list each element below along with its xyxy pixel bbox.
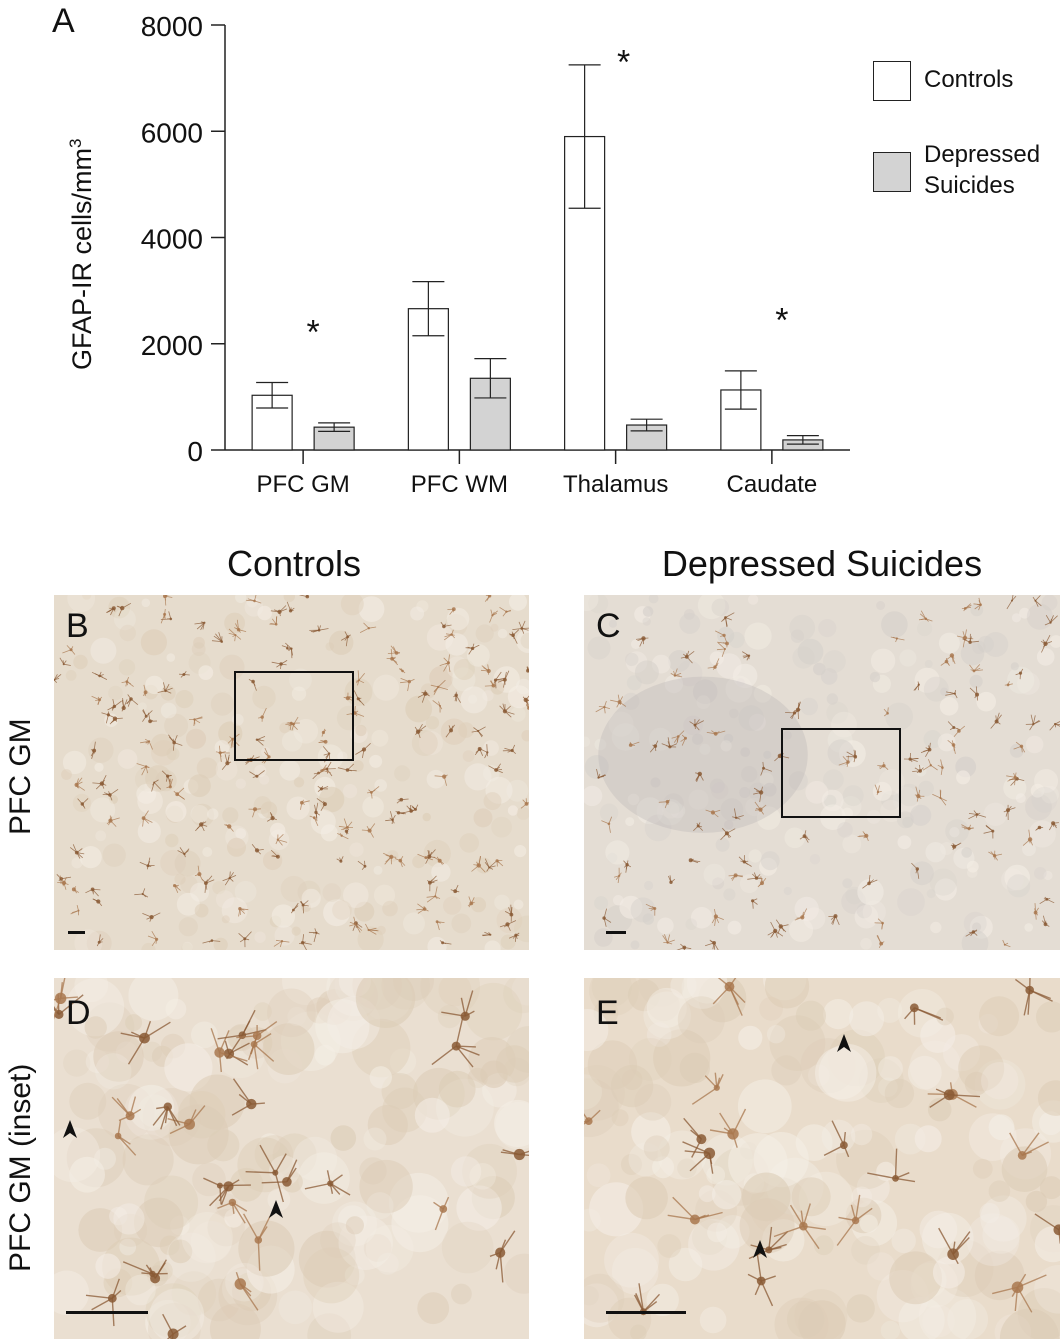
chart-panel-a: A 0 2000 4000 6000 8000 PFC GM * PFC WM Thalamus…: [0, 0, 1063, 510]
y-tick-label: 0: [187, 436, 203, 467]
y-tick-label: 4000: [141, 224, 203, 255]
y-axis-label-text: GFAP-IR cells/mm: [67, 147, 97, 370]
inset-box: [234, 671, 354, 761]
panel-letter-a: A: [52, 2, 75, 40]
tissue-texture: [584, 595, 1060, 950]
significance-asterisk: *: [775, 302, 788, 340]
panel-letter-b: B: [66, 607, 89, 645]
arrowheads-e: [753, 1034, 851, 1258]
significance-asterisk: *: [307, 313, 320, 351]
arrowhead-icon: [269, 1200, 283, 1218]
micrograph-panel-c: C: [584, 595, 1060, 950]
row-label-pfc-gm-inset: PFC GM (inset): [4, 1063, 37, 1272]
scale-bar: [66, 1311, 148, 1314]
panel-letter-d: D: [66, 994, 91, 1032]
significance-asterisk: *: [617, 44, 630, 82]
y-tick-label: 6000: [141, 117, 203, 148]
y-axis-label-sup: 3: [66, 138, 85, 148]
tissue-texture: [54, 595, 529, 950]
arrowhead-icon: [63, 1120, 77, 1138]
scale-bar: [606, 931, 626, 934]
scale-bar: [606, 1311, 686, 1314]
column-title-suicides: Depressed Suicides: [661, 543, 983, 584]
inset-box: [781, 728, 901, 818]
legend-label-controls: Controls: [924, 66, 1014, 93]
x-tick-label: PFC GM: [256, 471, 349, 498]
arrowhead-icon: [837, 1034, 851, 1052]
panel-letter-c: C: [596, 607, 621, 645]
legend-swatch-suicides: [873, 152, 911, 192]
arrowhead-icon: [753, 1240, 767, 1258]
y-tick-label: 2000: [141, 330, 203, 361]
row-label-pfc-gm: PFC GM: [4, 718, 37, 835]
micrograph-panel-d: D: [54, 978, 529, 1339]
legend-swatch-controls: [873, 61, 911, 101]
tissue-texture: [54, 978, 529, 1339]
tissue-texture: [584, 978, 1060, 1339]
arrowheads-d: [63, 1120, 283, 1218]
y-axis-label: GFAP-IR cells/mm3: [66, 139, 98, 370]
bar-chart: 0 2000 4000 6000 8000 PFC GM * PFC WM Thalamus * C…: [141, 11, 850, 498]
x-tick-label: Caudate: [727, 471, 818, 498]
x-tick-label: Thalamus: [563, 471, 668, 498]
x-tick-label: PFC WM: [411, 471, 508, 498]
micrograph-panel-b: B: [54, 595, 529, 950]
bar-controls: [720, 389, 762, 451]
panel-letter-e: E: [596, 994, 619, 1032]
y-tick-label: 8000: [141, 11, 203, 42]
legend-label-suicides-line2: Suicides: [924, 172, 1015, 199]
micrograph-panel-e: E: [584, 978, 1060, 1339]
legend-label-suicides-line1: Depressed: [924, 141, 1041, 168]
column-title-controls: Controls: [226, 543, 362, 584]
scale-bar: [68, 931, 85, 934]
